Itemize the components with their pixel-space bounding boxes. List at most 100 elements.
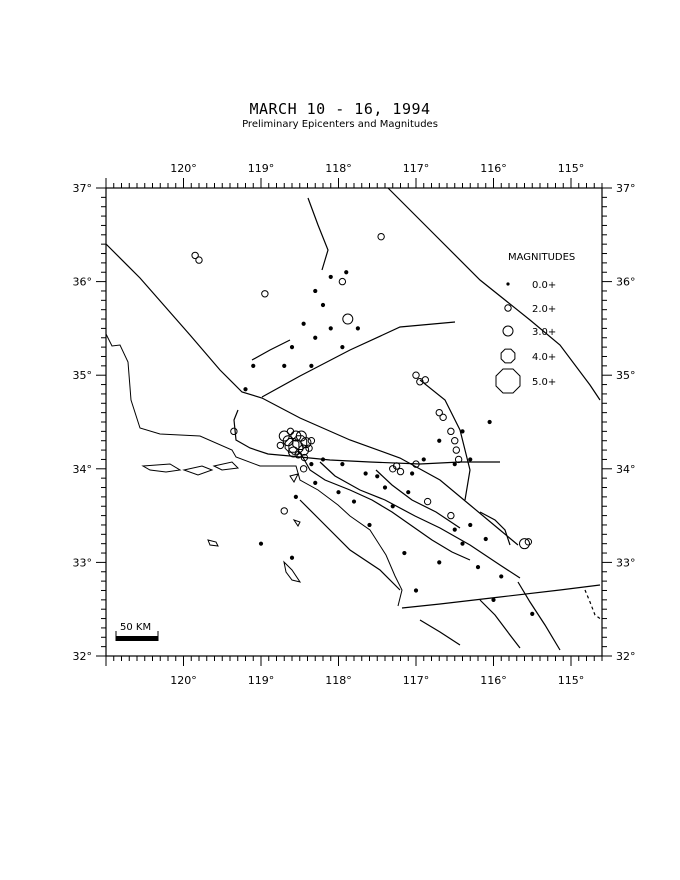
epicenter-marker <box>412 460 420 468</box>
epicenter-marker <box>367 522 372 528</box>
epicenter-marker <box>413 588 419 593</box>
map-title: MARCH 10 - 16, 1994 <box>249 100 431 118</box>
epicenter-marker <box>251 363 256 368</box>
epicenter-marker <box>191 251 199 260</box>
epicenter-marker <box>276 441 285 450</box>
top-lon-label: 120° <box>170 162 197 175</box>
fault-lines <box>105 187 603 651</box>
epicenter-marker <box>299 465 308 473</box>
right-lat-label: 35° <box>616 369 636 382</box>
right-lat-label: 33° <box>616 556 636 569</box>
epicenter-marker <box>294 451 302 459</box>
legend-symbol <box>495 368 521 394</box>
right-lat-label: 37° <box>616 182 636 195</box>
left-lat-label: 34° <box>73 463 93 476</box>
legend-label: 2.0+ <box>532 304 556 315</box>
epicenter-marker <box>328 326 333 331</box>
legend-label: 5.0+ <box>532 377 556 388</box>
legend-label: 0.0+ <box>532 280 556 291</box>
epicenter-marker <box>454 455 463 464</box>
epicenter-marker <box>344 270 349 275</box>
epicenter-marker <box>412 371 420 379</box>
epicenter-marker <box>460 541 465 546</box>
right-lat-label: 32° <box>616 650 636 663</box>
epicenter-marker <box>328 274 333 280</box>
axis-labels: 120° 120° 119° 119° 118° 118° 117° 117° 116° 116°… <box>73 162 636 687</box>
left-lat-label: 35° <box>73 369 93 382</box>
epicenter-marker <box>243 387 248 392</box>
epicenter-marker <box>351 499 357 504</box>
epicenter-marker <box>392 462 401 470</box>
epicenter-marker <box>355 326 360 331</box>
epicenter-marker <box>309 462 314 467</box>
epicenter-marker <box>437 438 442 443</box>
epicenter-marker <box>452 462 457 467</box>
epicenter-marker <box>313 335 318 340</box>
epicenter-marker <box>309 363 314 368</box>
legend-label: 3.0+ <box>532 327 556 338</box>
epicenter-marker <box>280 507 288 515</box>
epicenter-marker <box>447 427 455 436</box>
epicenter-marker <box>452 446 460 454</box>
epicenter-marker <box>340 462 345 467</box>
left-lat-label: 36° <box>73 276 93 289</box>
epicenter-marker <box>468 522 473 528</box>
epicenter-marker <box>406 490 411 495</box>
top-lon-label: 115° <box>558 162 585 175</box>
epicenter-marker <box>499 574 504 579</box>
epicenter-marker <box>278 430 290 442</box>
scale-bar-label: 50 KM <box>120 622 151 633</box>
left-lat-label: 32° <box>73 650 93 663</box>
epicenter-marker <box>524 538 533 546</box>
epicenter-marker <box>289 345 295 350</box>
top-lon-label: 118° <box>325 162 352 175</box>
epicenter-marker <box>396 467 405 476</box>
coastline <box>105 333 403 607</box>
epicenter-marker <box>340 345 345 350</box>
legend-symbol <box>506 282 510 286</box>
epicenter-marker <box>289 555 295 560</box>
epicenter-marker <box>421 376 429 384</box>
epicenter-markers <box>191 232 535 616</box>
epicenter-marker <box>423 497 432 506</box>
epicenter-marker <box>320 302 326 308</box>
legend-label: 4.0+ <box>532 352 556 363</box>
epicenter-marker <box>530 611 535 616</box>
top-lon-label: 119° <box>248 162 275 175</box>
epicenter-marker <box>230 427 238 436</box>
epicenter-marker <box>320 457 326 462</box>
epicenter-marker <box>382 485 388 490</box>
bottom-lon-label: 118° <box>325 674 352 687</box>
epicenter-marker <box>437 560 442 565</box>
epicenter-marker <box>286 427 295 436</box>
bottom-lon-label: 117° <box>403 674 430 687</box>
scale-bar-rect <box>116 636 158 641</box>
top-lon-label: 116° <box>480 162 507 175</box>
epicenter-marker <box>390 504 395 509</box>
epicenter-marker <box>487 419 492 425</box>
right-lat-label: 36° <box>616 276 636 289</box>
epicenter-marker <box>363 471 368 476</box>
epicenter-marker <box>483 536 488 542</box>
epicenter-marker <box>282 363 287 368</box>
epicenter-marker <box>307 437 316 445</box>
epicenter-marker <box>313 480 318 485</box>
bottom-lon-label: 119° <box>248 674 275 687</box>
bottom-lon-label: 120° <box>170 674 197 687</box>
epicenter-marker <box>338 277 347 286</box>
epicenter-marker <box>301 321 306 326</box>
epicenter-marker <box>375 474 380 479</box>
left-lat-label: 37° <box>73 182 93 195</box>
legend-symbol <box>500 348 516 364</box>
bottom-lon-label: 116° <box>480 674 507 687</box>
map-ticks <box>96 178 612 666</box>
epicenter-marker <box>313 288 318 294</box>
magnitude-legend: MAGNITUDES 0.0+ 2.0+ 3.0+ 4.0+ 5.0+ <box>495 252 575 394</box>
epicenter-marker <box>342 313 354 325</box>
epicenter-marker <box>293 494 298 499</box>
epicenter-marker <box>468 457 473 462</box>
scale-bar: 50 KM <box>115 622 159 641</box>
bottom-lon-label: 115° <box>558 674 585 687</box>
legend-symbol <box>504 304 512 312</box>
